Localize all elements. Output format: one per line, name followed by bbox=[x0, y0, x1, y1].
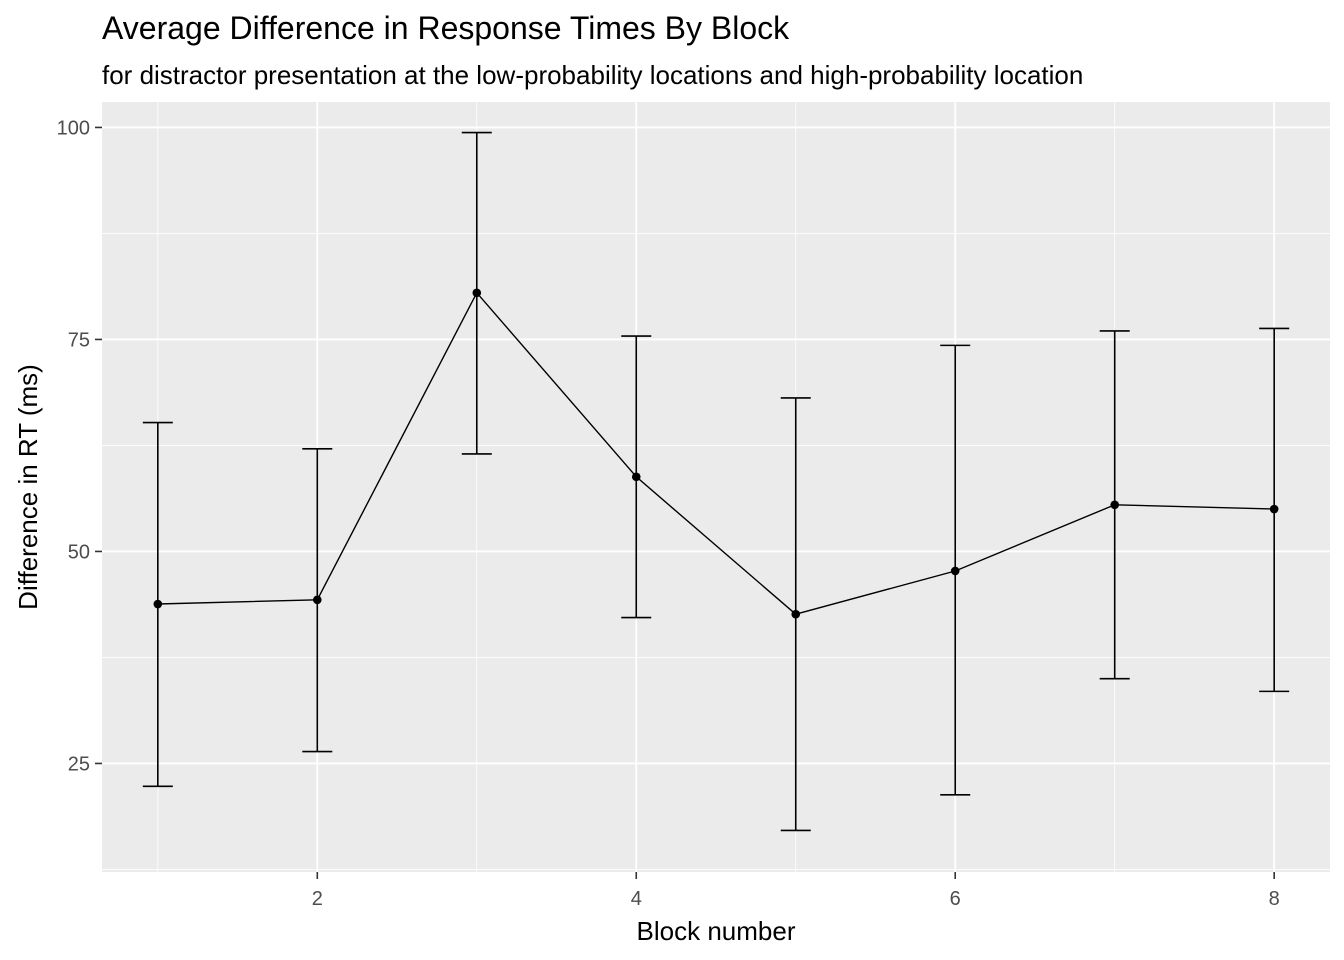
data-points bbox=[153, 288, 1279, 619]
data-point bbox=[1110, 500, 1120, 510]
chart-subtitle: for distractor presentation at the low-p… bbox=[102, 60, 1084, 90]
data-point bbox=[312, 595, 322, 605]
data-point bbox=[472, 288, 482, 298]
y-tick-label: 100 bbox=[57, 117, 90, 139]
x-tick-label: 2 bbox=[312, 888, 323, 910]
chart-title: Average Difference in Response Times By … bbox=[102, 10, 790, 46]
data-point bbox=[153, 599, 163, 609]
x-axis: 2 4 6 8 bbox=[312, 872, 1280, 910]
x-tick-label: 8 bbox=[1269, 888, 1280, 910]
y-tick-label: 25 bbox=[68, 753, 90, 775]
x-axis-title: Block number bbox=[637, 916, 796, 946]
series-line bbox=[157, 291, 1275, 615]
y-axis: 25 50 75 100 bbox=[57, 117, 102, 775]
y-tick-label: 75 bbox=[68, 329, 90, 351]
data-point bbox=[1269, 504, 1279, 514]
y-axis-title: Difference in RT (ms) bbox=[13, 364, 43, 610]
x-tick-label: 4 bbox=[631, 888, 642, 910]
y-tick-label: 50 bbox=[68, 541, 90, 563]
data-point bbox=[631, 472, 641, 482]
plot-panel bbox=[102, 102, 1330, 872]
data-point bbox=[791, 609, 801, 619]
x-tick-label: 6 bbox=[950, 888, 961, 910]
data-point bbox=[950, 566, 960, 576]
